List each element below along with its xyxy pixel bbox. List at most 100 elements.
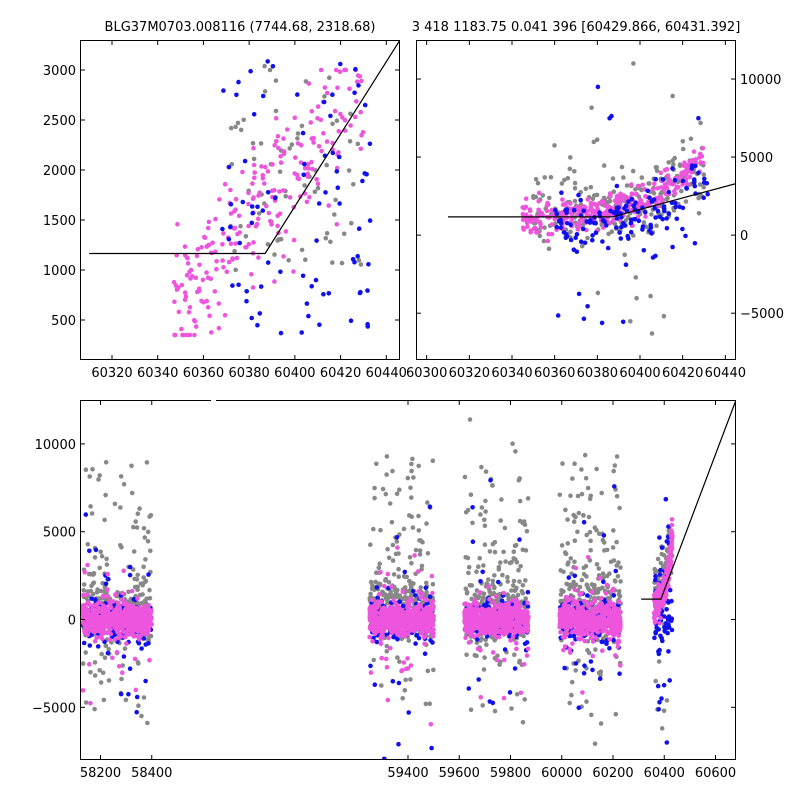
- data-point-gray: [596, 566, 602, 571]
- data-point-magenta: [643, 214, 648, 219]
- data-point-gray: [618, 579, 623, 584]
- data-point-blue: [300, 273, 306, 279]
- data-point-gray: [520, 547, 526, 552]
- data-point-gray: [430, 581, 436, 587]
- data-point-magenta: [276, 145, 281, 151]
- data-point-gray: [295, 136, 300, 141]
- data-point-gray: [90, 466, 95, 472]
- data-point-magenta: [405, 603, 410, 608]
- data-point-gray: [641, 220, 647, 225]
- data-point-magenta: [389, 630, 395, 636]
- data-point-gray: [103, 492, 108, 498]
- data-point-magenta: [275, 213, 281, 218]
- data-point-gray: [490, 578, 496, 584]
- data-point-gray: [98, 588, 104, 594]
- data-point-blue: [478, 579, 483, 584]
- data-point-magenta: [123, 634, 128, 640]
- data-point-blue: [650, 255, 656, 260]
- data-point-magenta: [98, 623, 104, 628]
- data-point-gray: [140, 582, 145, 588]
- data-point-magenta: [385, 697, 391, 703]
- data-point-blue: [580, 226, 586, 232]
- data-point-magenta: [552, 216, 558, 222]
- data-point-magenta: [220, 258, 225, 263]
- data-point-gray: [126, 589, 131, 595]
- data-point-magenta: [333, 67, 339, 73]
- data-point-magenta: [272, 187, 277, 193]
- data-point-magenta: [106, 614, 111, 620]
- data-point-gray: [671, 162, 676, 167]
- data-point-gray: [568, 556, 574, 561]
- data-point-gray: [579, 577, 585, 583]
- data-point-gray: [473, 593, 479, 599]
- data-point-blue: [242, 158, 248, 164]
- data-point-blue: [628, 217, 634, 223]
- data-point-magenta: [419, 592, 425, 597]
- data-point-gray: [267, 67, 273, 73]
- data-point-gray: [514, 560, 520, 565]
- data-point-blue: [299, 330, 305, 335]
- data-point-magenta: [518, 690, 524, 696]
- data-point-magenta: [384, 664, 390, 670]
- data-point-blue: [653, 176, 658, 182]
- data-point-gray: [649, 331, 655, 336]
- data-point-magenta: [424, 630, 429, 635]
- data-point-magenta: [684, 181, 690, 187]
- data-point-magenta: [395, 611, 400, 616]
- data-point-magenta: [132, 656, 138, 662]
- data-point-magenta: [326, 203, 332, 208]
- data-point-gray: [404, 574, 410, 580]
- data-point-blue: [338, 61, 343, 67]
- data-point-blue: [265, 59, 271, 64]
- data-point-blue: [480, 569, 486, 575]
- data-point-blue: [249, 315, 254, 321]
- data-point-blue: [608, 208, 613, 214]
- data-point-magenta: [408, 663, 414, 668]
- data-point-magenta: [126, 612, 131, 618]
- data-point-magenta: [524, 212, 529, 217]
- data-point-gray: [565, 175, 571, 181]
- data-point-blue: [334, 169, 340, 174]
- data-point-blue: [278, 269, 283, 275]
- data-point-gray: [579, 467, 584, 472]
- data-point-gray: [98, 549, 103, 555]
- data-point-blue: [228, 202, 234, 207]
- data-point-magenta: [175, 222, 180, 227]
- data-point-magenta: [193, 324, 199, 329]
- data-point-blue: [317, 322, 322, 328]
- data-point-gray: [233, 267, 238, 273]
- data-point-gray: [513, 449, 518, 454]
- data-point-magenta: [514, 646, 519, 652]
- data-point-magenta: [389, 584, 394, 589]
- data-point-gray: [376, 581, 381, 586]
- data-point-magenta: [384, 608, 389, 613]
- data-point-magenta: [264, 203, 269, 209]
- data-point-gray: [409, 461, 414, 467]
- data-point-blue: [105, 650, 111, 656]
- data-point-magenta: [525, 646, 531, 652]
- data-point-gray: [481, 667, 487, 672]
- data-point-gray: [97, 565, 102, 571]
- data-point-blue: [704, 181, 710, 186]
- data-point-gray: [594, 137, 600, 142]
- data-point-magenta: [101, 605, 107, 610]
- data-point-gray: [135, 660, 141, 665]
- data-point-magenta: [502, 617, 507, 622]
- data-point-gray: [514, 692, 520, 697]
- y-tick-label: 0: [740, 229, 748, 244]
- data-point-blue: [507, 690, 513, 695]
- data-point-blue: [653, 215, 658, 220]
- data-point-gray: [612, 463, 618, 468]
- data-point-magenta: [315, 104, 321, 109]
- data-point-gray: [135, 572, 140, 578]
- data-point-gray: [463, 586, 469, 592]
- data-point-magenta: [505, 625, 511, 631]
- data-point-blue: [595, 84, 601, 90]
- data-point-gray: [589, 712, 594, 718]
- data-point-magenta: [382, 583, 387, 589]
- data-point-magenta: [404, 666, 409, 672]
- data-point-gray: [92, 555, 98, 560]
- data-point-magenta: [494, 610, 499, 616]
- data-point-gray: [389, 519, 395, 525]
- data-point-gray: [235, 120, 241, 126]
